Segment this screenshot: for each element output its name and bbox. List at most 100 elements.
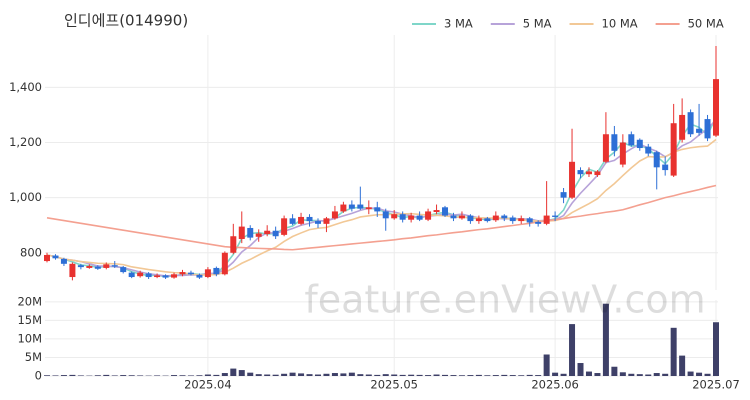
- volume-bar: [704, 373, 711, 376]
- candle-body: [416, 215, 423, 220]
- volume-bar: [230, 368, 237, 376]
- candle-body: [60, 258, 67, 264]
- candle-body: [713, 79, 719, 136]
- x-tick-label: 2025.07: [692, 378, 740, 392]
- volume-bar: [298, 373, 305, 376]
- volume-bar: [154, 375, 161, 376]
- x-tick-label: 2025.04: [184, 378, 232, 392]
- volume-bar: [238, 370, 245, 376]
- volume-bar: [391, 374, 398, 376]
- y-tick-label: 1,400: [9, 80, 42, 94]
- candle-body: [653, 152, 660, 168]
- volume-bar: [577, 363, 584, 376]
- chart-title: 인디에프(014990): [64, 12, 188, 30]
- candle-body: [535, 221, 542, 224]
- volume-bar: [662, 373, 669, 376]
- volume-bar: [247, 372, 254, 376]
- volume-bar: [128, 375, 135, 376]
- volume-bar: [331, 373, 338, 376]
- candle-body: [450, 215, 457, 219]
- candle-body: [602, 134, 609, 162]
- candle-body: [560, 192, 567, 198]
- volume-bar: [111, 375, 118, 376]
- volume-bar: [44, 375, 50, 376]
- volume-bar: [458, 375, 465, 376]
- candle-body: [357, 204, 364, 209]
- candle-body: [221, 252, 228, 275]
- candle-body: [679, 114, 686, 140]
- candle-body: [213, 267, 220, 275]
- volume-bar: [433, 374, 440, 376]
- volume-bar: [348, 372, 355, 376]
- y-tick-label: 800: [20, 245, 42, 259]
- volume-bar: [569, 324, 576, 376]
- volume-bar: [696, 372, 703, 376]
- candle-body: [111, 265, 118, 267]
- candle-body: [687, 112, 694, 135]
- volume-bar: [314, 374, 321, 376]
- candle-body: [77, 265, 84, 268]
- volume-bar: [687, 371, 694, 376]
- legend-label: 50 MA: [688, 17, 724, 31]
- candle-body: [128, 272, 135, 278]
- candle-body: [272, 230, 279, 237]
- volume-bar: [518, 375, 525, 376]
- volume-bar: [611, 366, 618, 376]
- candle-body: [425, 211, 432, 220]
- candle-body: [238, 226, 245, 239]
- volume-bar: [670, 327, 677, 376]
- watermark: feature.enViewV.com: [304, 278, 705, 322]
- volume-bar: [526, 374, 533, 376]
- volume-bar: [467, 375, 474, 376]
- candle-body: [585, 171, 592, 175]
- volume-bar: [560, 373, 567, 376]
- volume-bar: [52, 375, 59, 376]
- candle-body: [247, 227, 254, 238]
- volume-bar: [264, 374, 271, 376]
- candle-body: [501, 215, 508, 219]
- candle-body: [577, 170, 584, 175]
- candle-body: [399, 214, 406, 220]
- volume-bar: [196, 375, 203, 376]
- candle-body: [382, 211, 389, 219]
- candle-body: [670, 123, 677, 176]
- volume-bar: [179, 375, 186, 376]
- ma-line: [46, 138, 717, 276]
- candle-body: [204, 269, 211, 278]
- volume-bar: [94, 375, 101, 376]
- volume-bar: [543, 354, 550, 376]
- candle-body: [298, 216, 305, 224]
- candle-body: [509, 217, 516, 222]
- volume-bar: [501, 374, 508, 376]
- volume-bar: [204, 374, 211, 376]
- candle-body: [458, 215, 465, 219]
- volume-bar: [213, 374, 220, 376]
- y-tick-label: 1,200: [9, 135, 42, 149]
- candle-body: [475, 218, 482, 222]
- legend-label: 3 MA: [444, 17, 473, 31]
- volume-bar: [713, 322, 719, 376]
- candle-body: [154, 275, 161, 278]
- candle-body: [484, 218, 491, 222]
- volume-bar: [408, 374, 415, 376]
- volume-bar: [221, 373, 228, 376]
- candle-body: [196, 274, 203, 278]
- candle-body: [543, 215, 550, 224]
- candle-body: [611, 134, 618, 151]
- volume-bar: [552, 372, 559, 376]
- volume-bar: [137, 375, 144, 376]
- candle-body: [52, 255, 59, 259]
- volume-bar: [602, 303, 609, 376]
- candle-body: [433, 210, 440, 212]
- volume-bar: [69, 374, 76, 376]
- candle-body: [662, 164, 669, 171]
- y-tick-label: 15M: [17, 313, 42, 327]
- candle-body: [281, 218, 288, 235]
- volume-bar: [120, 375, 127, 376]
- candle-body: [323, 218, 330, 224]
- volume-bar: [425, 375, 432, 376]
- candle-body: [69, 263, 76, 278]
- candle-body: [552, 215, 559, 217]
- volume-bar: [357, 374, 364, 376]
